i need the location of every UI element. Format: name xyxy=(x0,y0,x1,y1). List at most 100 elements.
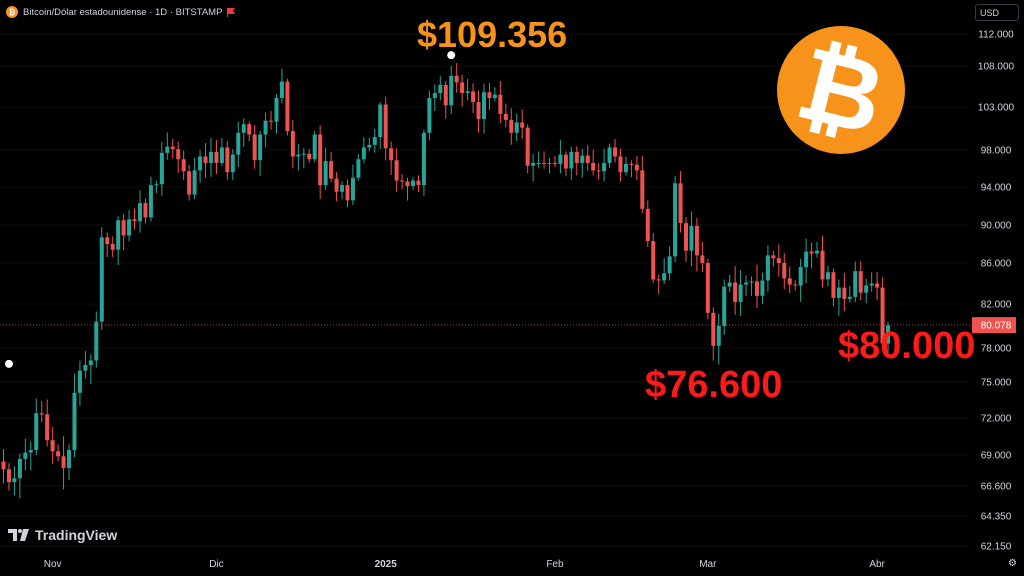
candle[interactable] xyxy=(340,181,345,200)
candle[interactable] xyxy=(263,112,268,148)
candle[interactable] xyxy=(159,141,164,196)
candle[interactable] xyxy=(389,141,394,175)
candle[interactable] xyxy=(28,441,33,471)
candle[interactable] xyxy=(94,311,99,368)
candle[interactable] xyxy=(411,176,415,190)
candle[interactable] xyxy=(651,233,656,283)
candle[interactable] xyxy=(684,217,688,262)
candle[interactable] xyxy=(181,150,186,180)
candle[interactable] xyxy=(361,137,366,164)
candle[interactable] xyxy=(416,175,421,192)
candle[interactable] xyxy=(460,74,465,107)
candle[interactable] xyxy=(318,125,323,199)
candle[interactable] xyxy=(869,272,874,292)
candle[interactable] xyxy=(793,280,798,291)
candle[interactable] xyxy=(875,272,880,301)
candle[interactable] xyxy=(547,157,552,174)
candle[interactable] xyxy=(864,278,869,304)
candle[interactable] xyxy=(214,140,219,175)
candle[interactable] xyxy=(329,151,334,183)
candle[interactable] xyxy=(307,148,312,163)
candle[interactable] xyxy=(400,174,405,189)
candle[interactable] xyxy=(585,145,590,171)
candle[interactable] xyxy=(798,258,803,302)
candle[interactable] xyxy=(45,399,50,447)
candle[interactable] xyxy=(858,261,863,301)
candle[interactable] xyxy=(269,111,274,130)
candle[interactable] xyxy=(820,235,825,288)
candle[interactable] xyxy=(1,448,6,484)
candle[interactable] xyxy=(596,163,601,180)
candle[interactable] xyxy=(536,151,541,168)
candle[interactable] xyxy=(127,210,132,242)
candle[interactable] xyxy=(252,124,257,169)
candle[interactable] xyxy=(421,129,426,196)
candle[interactable] xyxy=(258,130,263,176)
candle[interactable] xyxy=(492,87,497,102)
candle[interactable] xyxy=(815,241,820,258)
candle[interactable] xyxy=(552,156,557,167)
candle[interactable] xyxy=(236,121,241,167)
candle[interactable] xyxy=(765,245,770,292)
candle[interactable] xyxy=(219,138,224,167)
candle[interactable] xyxy=(405,177,410,201)
candle[interactable] xyxy=(378,101,383,149)
candle[interactable] xyxy=(121,214,126,251)
candle[interactable] xyxy=(148,176,153,222)
candle[interactable] xyxy=(50,426,55,464)
candle[interactable] xyxy=(634,156,639,181)
candle[interactable] xyxy=(17,453,22,499)
candle[interactable] xyxy=(804,238,809,284)
candle[interactable] xyxy=(640,155,645,214)
candle[interactable] xyxy=(83,350,88,379)
candle[interactable] xyxy=(99,227,104,330)
candle[interactable] xyxy=(607,143,612,168)
candle[interactable] xyxy=(438,76,443,101)
candle[interactable] xyxy=(678,171,683,233)
candle[interactable] xyxy=(301,148,306,169)
candle[interactable] xyxy=(771,250,776,267)
candle[interactable] xyxy=(394,148,399,192)
tradingview-logo[interactable]: TradingView xyxy=(8,527,117,543)
candle[interactable] xyxy=(542,151,547,169)
candle[interactable] xyxy=(279,68,284,104)
candle[interactable] xyxy=(285,78,290,136)
candle[interactable] xyxy=(39,401,44,423)
candle[interactable] xyxy=(749,276,754,296)
candle[interactable] xyxy=(88,354,93,385)
candle[interactable] xyxy=(853,261,858,303)
candle[interactable] xyxy=(602,148,607,182)
candle[interactable] xyxy=(880,277,885,349)
candle[interactable] xyxy=(67,444,72,480)
candle[interactable] xyxy=(6,463,11,491)
candle[interactable] xyxy=(831,268,836,307)
candle[interactable] xyxy=(170,138,175,159)
candle[interactable] xyxy=(525,124,530,174)
candle[interactable] xyxy=(662,258,667,284)
candle[interactable] xyxy=(192,157,197,200)
candle[interactable] xyxy=(787,266,792,294)
candle[interactable] xyxy=(465,78,470,101)
candle[interactable] xyxy=(809,242,814,269)
candle[interactable] xyxy=(350,164,355,205)
candle[interactable] xyxy=(208,137,213,177)
candle[interactable] xyxy=(776,244,781,277)
candle[interactable] xyxy=(481,83,486,134)
candle[interactable] xyxy=(274,94,279,134)
candle[interactable] xyxy=(886,321,891,355)
candle[interactable] xyxy=(247,121,252,142)
candle[interactable] xyxy=(471,83,476,113)
candle[interactable] xyxy=(323,147,328,190)
candle[interactable] xyxy=(454,63,459,93)
candle[interactable] xyxy=(738,270,743,316)
candle[interactable] xyxy=(230,149,235,181)
candle[interactable] xyxy=(498,81,503,124)
candle[interactable] xyxy=(165,132,170,160)
candle[interactable] xyxy=(509,108,514,145)
candle[interactable] xyxy=(12,466,17,496)
candle[interactable] xyxy=(345,179,350,208)
candle[interactable] xyxy=(656,274,661,294)
candle[interactable] xyxy=(487,82,492,111)
candle[interactable] xyxy=(744,275,749,297)
candle[interactable] xyxy=(563,151,568,177)
